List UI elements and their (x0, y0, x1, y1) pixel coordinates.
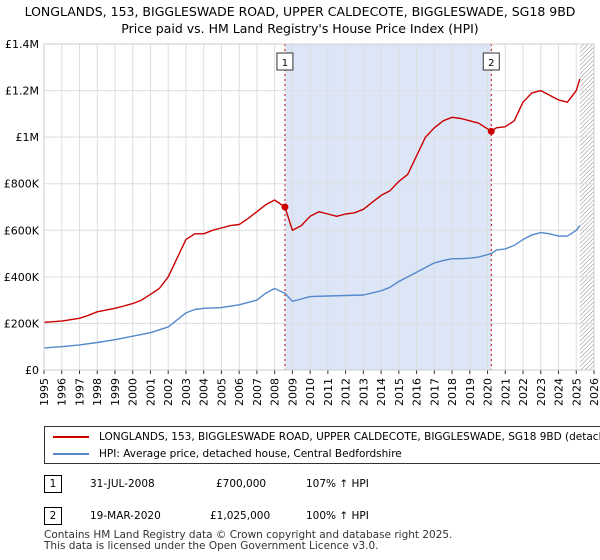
x-tick-label: 2013 (357, 378, 370, 406)
legend-swatch-hpi (53, 453, 89, 455)
y-tick-label: £800K (4, 178, 40, 191)
transaction-price-2: £1,025,000 (210, 510, 271, 522)
x-tick-label: 2025 (570, 378, 583, 406)
marker-box-2 (482, 52, 500, 71)
y-tick-label: £600K (4, 224, 40, 237)
x-tick-label: 2014 (375, 378, 388, 406)
x-tick-label: 2002 (162, 378, 175, 406)
price-chart: £0 £200K £400K £600K £800K £1M £1.2M £1.4M 1995 1… (4, 38, 600, 406)
x-tick-label: 2011 (322, 378, 335, 406)
x-tick-label: 2023 (535, 378, 548, 406)
x-tick-label: 2012 (340, 378, 353, 406)
y-tick-label: £1M (16, 131, 40, 144)
x-tick-label: 2004 (198, 378, 211, 406)
shaded-period (284, 44, 492, 370)
x-tick-label: 1995 (38, 378, 51, 406)
sale-point-2 (487, 127, 495, 135)
x-tick-label: 1997 (73, 378, 86, 406)
legend-entry-hpi: HPI: Average price, detached house, Cent… (53, 446, 402, 462)
x-tick-label: 2015 (393, 378, 406, 406)
marker-label-2: 2 (488, 58, 494, 69)
x-tick-label: 1996 (56, 378, 69, 406)
transaction-hpi-2: 100% ↑ HPI (306, 510, 369, 522)
footer-copyright: Contains HM Land Registry data © Crown c… (44, 529, 453, 541)
x-tick-label: 2022 (517, 378, 530, 406)
x-tick-label: 2016 (411, 378, 424, 406)
x-tick-label: 2005 (215, 378, 228, 406)
hpi-line (43, 225, 581, 349)
property-price-line (43, 78, 581, 323)
sale-point-1 (281, 203, 289, 211)
x-tick-label: 2007 (251, 378, 264, 406)
legend-label-hpi: HPI: Average price, detached house, Cent… (99, 448, 402, 460)
y-tick-label: £0 (25, 364, 39, 377)
x-tick-label: 2026 (588, 378, 600, 406)
transaction-badge-1: 1 (44, 475, 62, 493)
footer-note: Contains HM Land Registry data © Crown c… (44, 530, 452, 552)
x-tick-label: 2006 (233, 378, 246, 406)
footer-licence: This data is licensed under the Open Gov… (44, 540, 379, 552)
legend: LONGLANDS, 153, BIGGLESWADE ROAD, UPPER … (44, 426, 600, 464)
x-tick-label: 1999 (109, 378, 122, 406)
y-tick-label: £1.2M (5, 85, 39, 98)
x-tick-label: 2021 (499, 378, 512, 406)
x-tick-label: 2008 (269, 378, 282, 406)
x-tick-label: 2017 (428, 378, 441, 406)
x-tick-label: 2010 (304, 378, 317, 406)
y-tick-label: £200K (4, 317, 40, 330)
x-tick-label: 2009 (286, 378, 299, 406)
marker-label-1: 1 (282, 58, 288, 69)
transaction-date-1: 31-JUL-2008 (90, 478, 155, 490)
plot-frame (43, 43, 595, 371)
transaction-date-2: 19-MAR-2020 (90, 510, 161, 522)
x-tick-label: 2018 (446, 378, 459, 406)
transaction-badge-2: 2 (44, 507, 62, 525)
x-tick-label: 2001 (144, 378, 157, 406)
chart-subtitle: Price paid vs. HM Land Registry's House … (121, 21, 479, 36)
x-tick-label: 1998 (91, 378, 104, 406)
y-tick-label: £1.4M (5, 38, 39, 51)
legend-entry-property: LONGLANDS, 153, BIGGLESWADE ROAD, UPPER … (53, 429, 600, 445)
x-tick-label: 2003 (180, 378, 193, 406)
transaction-hpi-1: 107% ↑ HPI (306, 478, 369, 490)
x-tick-label: 2000 (127, 378, 140, 406)
legend-label-property: LONGLANDS, 153, BIGGLESWADE ROAD, UPPER … (99, 431, 600, 443)
x-tick-label: 2020 (482, 378, 495, 406)
x-tick-label: 2019 (464, 378, 477, 406)
transaction-price-1: £700,000 (216, 478, 267, 490)
legend-swatch-property (53, 436, 89, 438)
marker-box-1 (276, 52, 294, 71)
y-tick-label: £400K (4, 271, 40, 284)
chart-title: LONGLANDS, 153, BIGGLESWADE ROAD, UPPER … (24, 4, 576, 19)
hatched-region (579, 44, 594, 370)
x-tick-label: 2024 (553, 378, 566, 406)
